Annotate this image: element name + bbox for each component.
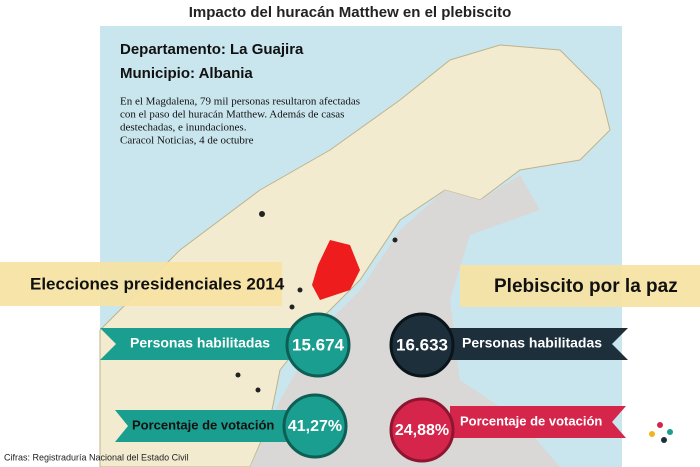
- banner: [450, 328, 628, 360]
- note-line: con el paso del huracán Matthew. Además …: [120, 109, 344, 121]
- value: 15.674: [292, 335, 345, 354]
- left-heading: Elecciones presidenciales 2014: [30, 274, 285, 293]
- value-circle: [389, 397, 455, 463]
- label: Porcentaje de votación: [132, 417, 274, 432]
- label: Personas habilitadas: [462, 335, 602, 351]
- towns: [235, 211, 398, 393]
- logo: [649, 422, 673, 443]
- footer-source: Cifras: Registraduría Nacional del Estad…: [4, 452, 189, 462]
- value: 16.633: [396, 335, 448, 354]
- municipality: Municipio: Albania: [120, 65, 253, 82]
- title: Impacto del huracán Matthew en el plebis…: [189, 4, 512, 21]
- value-circle: [282, 393, 348, 459]
- note-line: En el Magdalena, 79 mil personas resulta…: [120, 96, 360, 108]
- note-line: destechadas, e inundaciones.: [120, 122, 247, 134]
- municipality-area: [312, 240, 360, 300]
- note-line: Caracol Noticias, 4 de octubre: [120, 135, 254, 147]
- value: 41,27%: [288, 418, 342, 435]
- value-circle: [389, 312, 455, 378]
- banner: [100, 328, 290, 360]
- value: 24,88%: [395, 422, 449, 439]
- right-heading: Plebiscito por la paz: [494, 276, 678, 297]
- label: Personas habilitadas: [130, 335, 270, 351]
- department: Departamento: La Guajira: [120, 41, 304, 58]
- label: Porcentaje de votación: [460, 413, 602, 428]
- note: En el Magdalena, 79 mil personas resulta…: [120, 96, 360, 147]
- banner: [450, 406, 626, 438]
- banner: [115, 410, 290, 442]
- left-heading-band: [0, 262, 282, 306]
- right-heading-band: [460, 265, 700, 307]
- value-circle: [285, 312, 351, 378]
